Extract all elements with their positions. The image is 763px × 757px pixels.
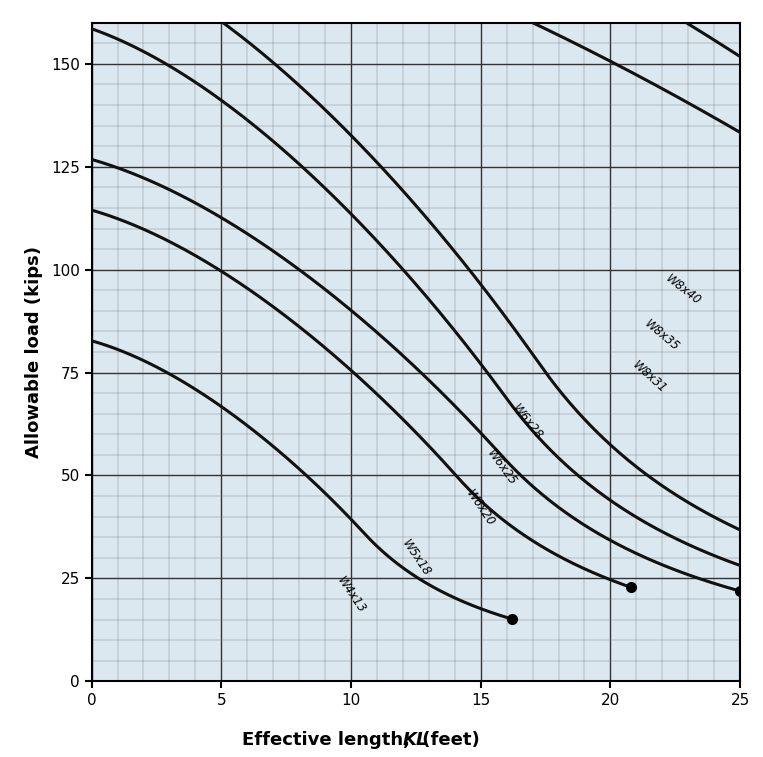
Text: W6x25: W6x25 xyxy=(484,447,519,488)
Text: W4x13: W4x13 xyxy=(334,574,368,615)
Text: KL: KL xyxy=(403,731,429,749)
Text: Effective length,: Effective length, xyxy=(242,731,416,749)
Text: W8x35: W8x35 xyxy=(642,317,682,354)
Y-axis label: Allowable load (kips): Allowable load (kips) xyxy=(24,246,43,458)
Text: W6x28: W6x28 xyxy=(510,402,546,442)
Text: W6x20: W6x20 xyxy=(464,488,497,529)
Text: (feet): (feet) xyxy=(416,731,480,749)
Text: W8x40: W8x40 xyxy=(663,273,703,308)
Text: W5x18: W5x18 xyxy=(399,537,433,578)
Text: W8x31: W8x31 xyxy=(629,358,669,395)
